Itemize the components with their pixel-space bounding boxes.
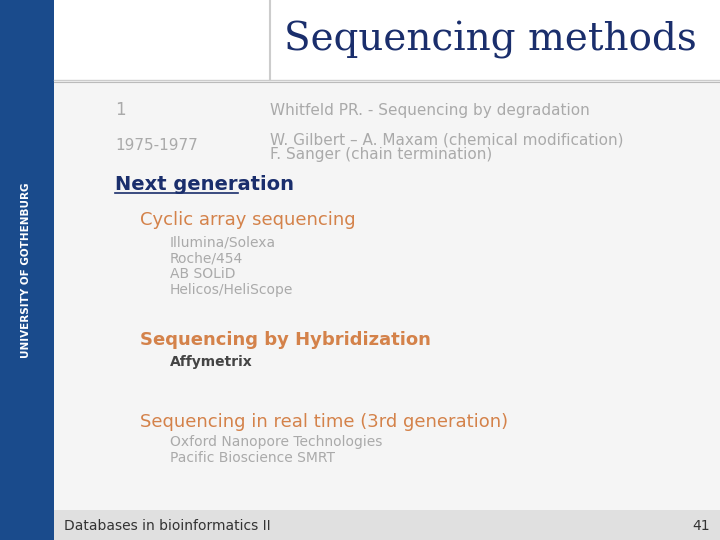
Text: Affymetrix: Affymetrix [170, 355, 253, 369]
Bar [54, 80, 720, 510]
Bar [54, 510, 720, 540]
Text: 1: 1 [115, 101, 125, 119]
Text: Cyclic array sequencing: Cyclic array sequencing [140, 211, 356, 229]
Text: Roche/454: Roche/454 [170, 251, 243, 265]
Text: Oxford Nanopore Technologies: Oxford Nanopore Technologies [170, 435, 382, 449]
Text: Pacific Bioscience SMRT: Pacific Bioscience SMRT [170, 451, 335, 465]
Bar [0, 0, 54, 540]
Text: Databases in bioinformatics II: Databases in bioinformatics II [64, 519, 271, 533]
Text: Sequencing by Hybridization: Sequencing by Hybridization [140, 331, 431, 349]
Text: Sequencing in real time (3rd generation): Sequencing in real time (3rd generation) [140, 413, 508, 431]
Text: AB SOLiD: AB SOLiD [170, 267, 235, 281]
Text: 1975-1977: 1975-1977 [115, 138, 198, 152]
Text: Sequencing methods: Sequencing methods [284, 21, 696, 59]
Text: Whitfeld PR. - Sequencing by degradation: Whitfeld PR. - Sequencing by degradation [270, 103, 590, 118]
Text: Illumina/Solexa: Illumina/Solexa [170, 235, 276, 249]
Text: W. Gilbert – A. Maxam (chemical modification): W. Gilbert – A. Maxam (chemical modifica… [270, 132, 624, 147]
Text: F. Sanger (chain termination): F. Sanger (chain termination) [270, 147, 492, 163]
Text: 41: 41 [693, 519, 710, 533]
Text: Helicos/HeliScope: Helicos/HeliScope [170, 283, 293, 297]
Text: Next generation: Next generation [115, 176, 294, 194]
Text: UNIVERSITY OF GOTHENBURG: UNIVERSITY OF GOTHENBURG [21, 183, 31, 357]
Bar [54, 0, 720, 80]
